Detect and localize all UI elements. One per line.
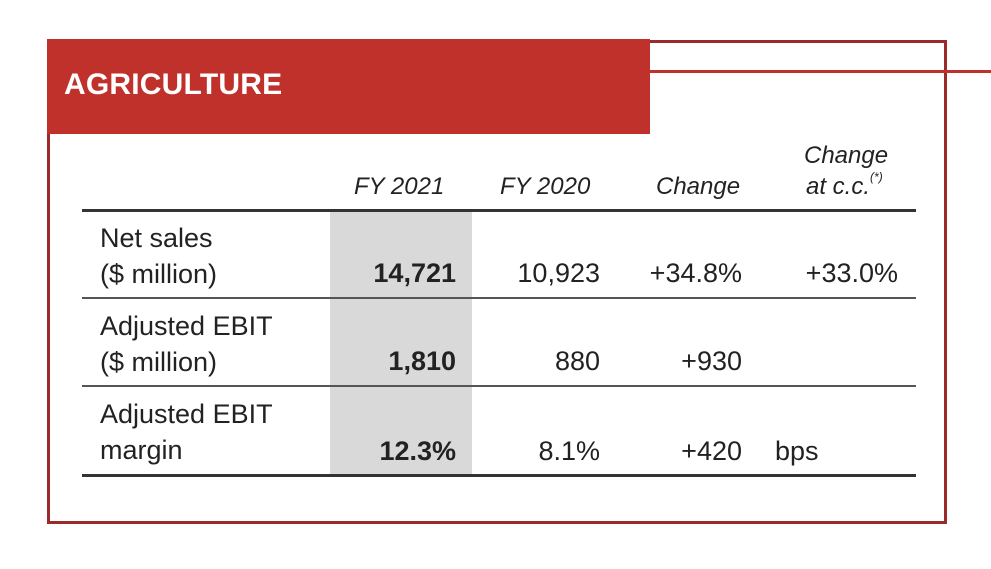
row-label-line2: margin xyxy=(100,435,183,465)
header-accent-line xyxy=(650,70,991,73)
row-rule xyxy=(82,297,916,299)
ebit-margin-fy2021: 12.3% xyxy=(379,436,456,466)
fy2021-highlight-column xyxy=(330,211,472,476)
row-label-line2: ($ million) xyxy=(100,347,218,377)
header-change-cc-line1: Change xyxy=(804,142,889,169)
section-title: AGRICULTURE xyxy=(64,68,283,101)
row-net-sales-label: Net sales ($ million) xyxy=(100,220,217,292)
ebit-margin-fy2020: 8.1% xyxy=(538,436,600,466)
row-label-line2: ($ million) xyxy=(100,259,218,289)
header-change: Change xyxy=(656,173,741,200)
header-change-cc-line2: at c.c.(*) xyxy=(806,170,883,201)
row-ebit-margin-label: Adjusted EBIT margin xyxy=(100,396,273,468)
header-change-cc-footnote: (*) xyxy=(870,170,883,184)
header-rule xyxy=(82,209,916,212)
adjusted-ebit-change: +930 xyxy=(681,346,742,376)
header-change-cc-text: at c.c. xyxy=(806,173,871,200)
section-banner xyxy=(47,39,650,134)
net-sales-change-cc: +33.0% xyxy=(805,258,898,288)
row-adjusted-ebit-label: Adjusted EBIT ($ million) xyxy=(100,308,273,380)
net-sales-fy2021: 14,721 xyxy=(373,258,456,288)
row-label-line1: Adjusted EBIT xyxy=(100,311,273,341)
ebit-margin-change: +420 xyxy=(681,436,742,466)
row-label-line1: Adjusted EBIT xyxy=(100,399,273,429)
net-sales-fy2020: 10,923 xyxy=(517,258,600,288)
adjusted-ebit-fy2021: 1,810 xyxy=(388,346,456,376)
row-rule xyxy=(82,385,916,387)
ebit-margin-change-unit: bps xyxy=(775,436,819,466)
adjusted-ebit-fy2020: 880 xyxy=(554,346,600,376)
net-sales-change: +34.8% xyxy=(649,258,742,288)
row-label-line1: Net sales xyxy=(100,223,213,253)
bottom-rule xyxy=(82,474,916,477)
header-fy2021: FY 2021 xyxy=(354,173,445,200)
header-fy2020: FY 2020 xyxy=(500,173,591,200)
